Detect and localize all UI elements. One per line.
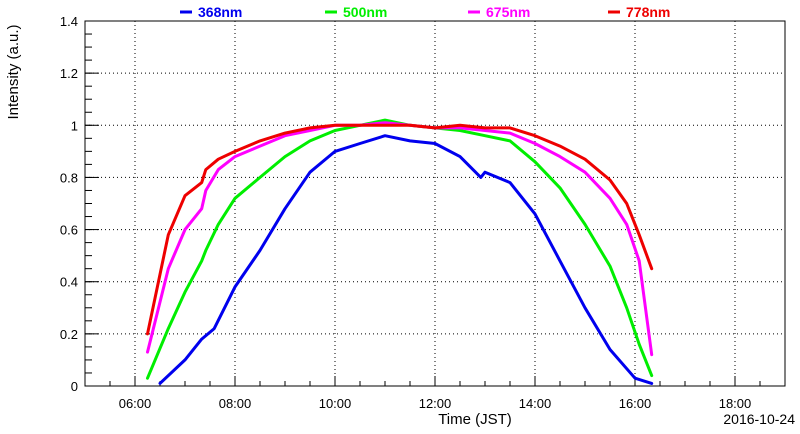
legend: 368nm 500nm 675nm 778nm [180,4,670,20]
x-axis-title: Time (JST) [438,411,512,428]
legend-label: 500nm [343,4,387,20]
axis-ticks: 06:00 08:00 10:00 12:00 14:00 16:00 18:00 0 0.2 0… [60,14,786,411]
y-tick-label: 0.6 [60,223,78,238]
series-line-778nm [146,123,654,336]
y-tick-label: 0.8 [60,170,78,185]
y-tick-label: 1 [71,118,78,133]
x-tick-label: 12:00 [419,396,452,411]
y-tick-label: 1.2 [60,66,78,81]
series-line-368nm [158,134,654,385]
series-line-500nm [146,118,654,380]
y-tick-label: 0.2 [60,327,78,342]
plot-frame [84,20,786,387]
legend-label: 368nm [198,4,242,20]
grid [85,21,785,386]
legend-label: 778nm [626,4,670,20]
series-group [146,118,654,385]
x-tick-label: 06:00 [119,396,152,411]
y-tick-label: 1.4 [60,14,78,29]
x-tick-label: 16:00 [619,396,652,411]
y-tick-label: 0 [71,379,78,394]
x-tick-label: 10:00 [319,396,352,411]
y-tick-label: 0.4 [60,275,78,290]
y-axis-title: Intensity (a.u.) [5,24,22,119]
x-tick-label: 14:00 [519,396,552,411]
x-tick-label: 08:00 [219,396,252,411]
date-label: 2016-10-24 [723,411,795,427]
x-tick-label: 18:00 [719,396,752,411]
legend-label: 675nm [486,4,530,20]
series-line-675nm [146,121,654,357]
